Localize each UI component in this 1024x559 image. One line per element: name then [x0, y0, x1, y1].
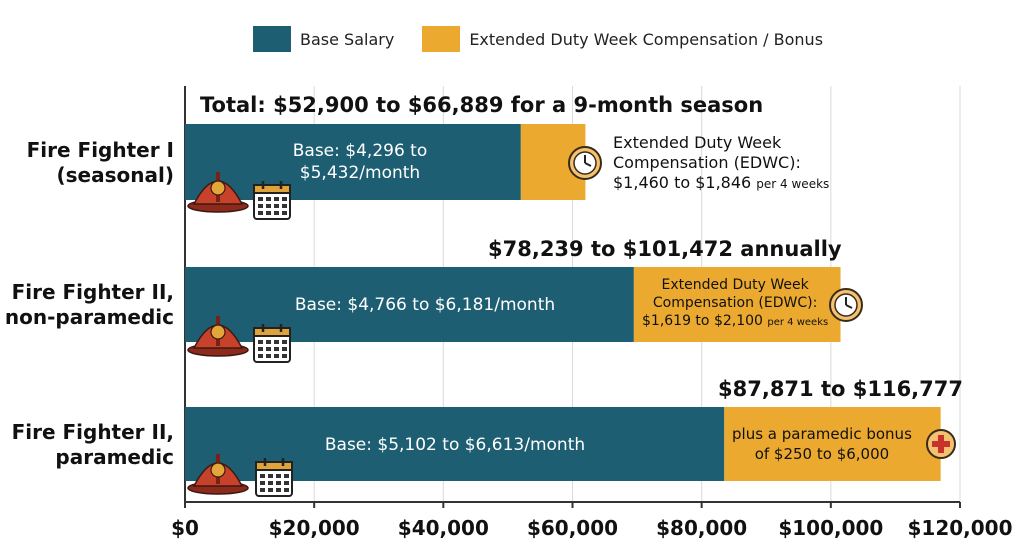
bonus-label-line2: of $250 to $6,000 [754, 445, 890, 463]
firefighter-helmet-icon [187, 316, 249, 357]
total-label-ff1: Total: $52,900 to $66,889 for a 9-month … [200, 93, 764, 117]
calendar-icon [253, 324, 291, 363]
legend-item-base: Base Salary [253, 26, 394, 52]
total-label-ff2-paramedic: $87,871 to $116,777 [718, 377, 963, 401]
base-label-line2: $5,432/month [299, 163, 421, 183]
clock-icon [829, 288, 863, 322]
edwc-label-ff2-nonparamedic: Extended Duty Week Compensation (EDWC): … [642, 276, 828, 332]
x-tick-label: $100,000 [778, 516, 884, 540]
legend-label-base: Base Salary [300, 29, 395, 49]
calendar-icon [255, 458, 293, 497]
category-line1: Fire Fighter II, [11, 280, 174, 304]
base-label-ff2-paramedic: Base: $5,102 to $6,613/month [310, 434, 600, 456]
x-tick-label: $80,000 [656, 516, 748, 540]
edwc-label-line1: Extended Duty Week [661, 277, 809, 293]
base-label-line1: Base: $4,766 to $6,181/month [294, 295, 556, 315]
legend-item-extended: Extended Duty Week Compensation / Bonus [422, 26, 823, 52]
category-line2: non-paramedic [4, 305, 174, 329]
edwc-label-note: per 4 weeks [756, 177, 830, 191]
category-label-ff1: Fire Fighter I (seasonal) [27, 138, 174, 188]
legend-swatch-extended [422, 26, 461, 52]
firefighter-paramedic-helmet-icon [187, 454, 249, 495]
calendar-icon [253, 181, 291, 220]
legend: Base Salary Extended Duty Week Compensat… [253, 26, 841, 52]
bar-extended-ff2-nonparamedic [633, 267, 841, 342]
base-label-ff2-nonparamedic: Base: $4,766 to $6,181/month [280, 294, 570, 316]
bar-extended-ff2-paramedic [724, 407, 941, 481]
edwc-label-range: $1,619 to $2,100 [642, 313, 763, 329]
category-line1: Fire Fighter II, [11, 420, 174, 444]
category-line1: Fire Fighter I [26, 138, 174, 162]
category-line2: (seasonal) [56, 163, 174, 187]
category-line2: paramedic [55, 445, 174, 469]
edwc-label-line2: Compensation (EDWC): [613, 153, 801, 172]
medical-cross-icon [926, 429, 956, 459]
category-label-ff2-paramedic: Fire Fighter II, paramedic [12, 420, 174, 470]
x-tick-label: $60,000 [526, 516, 619, 540]
legend-swatch-base [253, 26, 291, 52]
base-label-ff1: Base: $4,296 to $5,432/month [245, 140, 475, 184]
edwc-label-note: per 4 weeks [767, 317, 829, 328]
bar-base-ff1 [185, 124, 521, 200]
edwc-label-line2: Compensation (EDWC): [652, 295, 818, 311]
category-label-ff2-nonparamedic: Fire Fighter II, non-paramedic [5, 280, 174, 330]
edwc-label-range: $1,460 to $1,846 [613, 173, 752, 192]
edwc-label-ff1: Extended Duty Week Compensation (EDWC): … [613, 133, 829, 194]
base-label-line1: Base: $4,296 to [292, 141, 428, 161]
clock-icon [568, 146, 602, 180]
x-tick-label: $0 [171, 516, 199, 540]
legend-label-extended: Extended Duty Week Compensation / Bonus [469, 29, 824, 49]
x-tick-label: $20,000 [268, 516, 360, 540]
base-label-line1: Base: $5,102 to $6,613/month [324, 435, 586, 455]
bonus-label-ff2-paramedic: plus a paramedic bonus of $250 to $6,000 [732, 424, 912, 464]
x-tick-label: $120,000 [907, 516, 1013, 540]
x-tick-label: $40,000 [397, 516, 489, 540]
total-label-ff2-nonparamedic: $78,239 to $101,472 annually [488, 237, 842, 261]
edwc-label-line1: Extended Duty Week [613, 133, 782, 152]
firefighter-helmet-icon [187, 172, 249, 213]
bonus-label-line1: plus a paramedic bonus [732, 425, 912, 443]
